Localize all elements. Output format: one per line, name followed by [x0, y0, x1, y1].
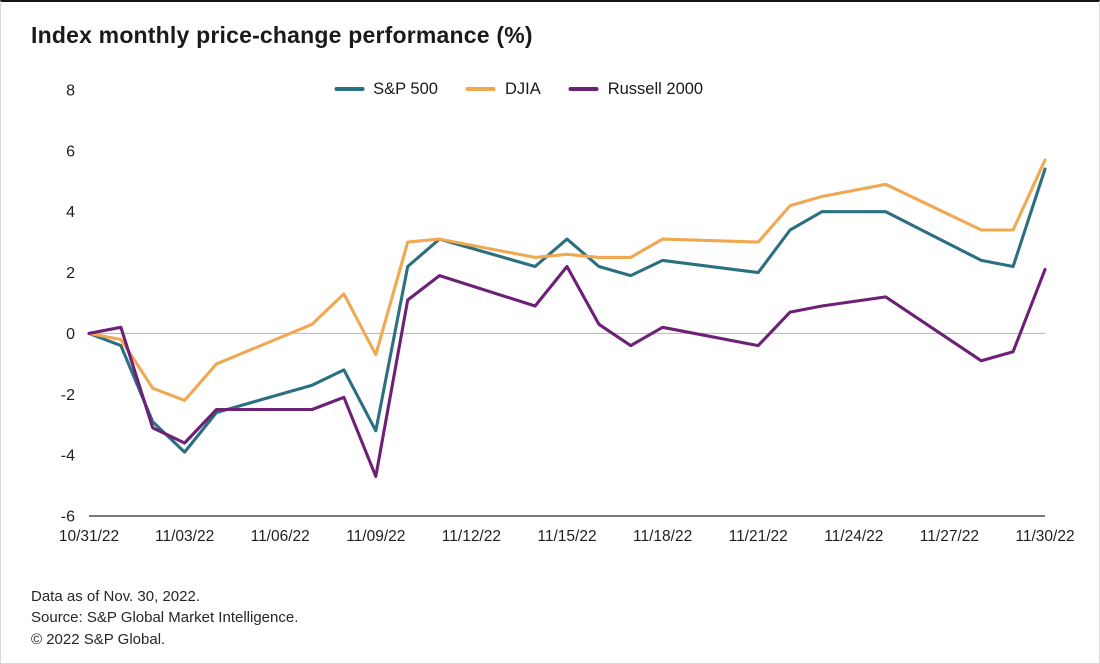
x-tick-label: 11/30/22 [1015, 528, 1074, 545]
x-tick-label: 11/06/22 [251, 528, 310, 545]
y-tick-label: 8 [66, 82, 75, 99]
x-tick-label: 11/18/22 [633, 528, 692, 545]
y-tick-label: 6 [66, 143, 75, 160]
line-chart: 8 6 4 2 0 -2 -4 -6 10/31/22 11/03/22 11/06/22 11/09… [59, 82, 1075, 545]
x-tick-label: 11/15/22 [537, 528, 596, 545]
y-tick-label: -2 [61, 386, 75, 403]
x-tick-label: 11/27/22 [920, 528, 979, 545]
legend-label-russell-2000: Russell 2000 [607, 79, 704, 98]
series-line-djia [87, 158, 1047, 402]
legend-label-s-p-500: S&P 500 [373, 79, 438, 98]
footnote-copyright: © 2022 S&P Global. [31, 631, 166, 649]
series-line-s-p-500 [87, 167, 1047, 454]
x-tick-label: 11/09/22 [346, 528, 405, 545]
y-tick-label: 2 [66, 265, 75, 282]
series-line-russell-2000 [87, 264, 1047, 478]
legend-swatch-s-p-500 [334, 86, 365, 92]
legend-label-djia: DJIA [504, 79, 541, 98]
x-tick-label: 10/31/22 [59, 528, 119, 545]
y-tick-label: 4 [66, 204, 75, 221]
chart-area: S&P 500 DJIA Russell 2000 8 6 4 2 0 -2 -4 -6 10/31… [27, 56, 1075, 566]
legend-item-djia: DJIA [465, 79, 541, 99]
y-tick-label: -4 [61, 447, 75, 464]
footnote-source: Source: S&P Global Market Intelligence. [31, 609, 299, 627]
x-tick-label: 11/24/22 [824, 528, 883, 545]
legend-item-s-p-500: S&P 500 [334, 80, 438, 99]
y-tick-label: -6 [61, 508, 75, 525]
footnotes: Data as of Nov. 30, 2022. Source: S&P Gl… [31, 586, 1073, 651]
legend-swatch-russell-2000 [568, 86, 599, 92]
footnote-data-as-of: Data as of Nov. 30, 2022. [31, 587, 200, 605]
chart-legend: S&P 500 DJIA Russell 2000 [334, 80, 703, 99]
x-tick-label: 11/21/22 [729, 528, 788, 545]
legend-item-russell-2000: Russell 2000 [568, 79, 704, 99]
chart-title: Index monthly price-change performance (… [31, 22, 533, 48]
y-tick-label: 0 [66, 326, 75, 343]
chart-figure: Index monthly price-change performance (… [1, 2, 1099, 651]
x-tick-label: 11/12/22 [442, 528, 501, 545]
legend-swatch-djia [465, 86, 496, 92]
x-tick-label: 11/03/22 [155, 528, 214, 545]
